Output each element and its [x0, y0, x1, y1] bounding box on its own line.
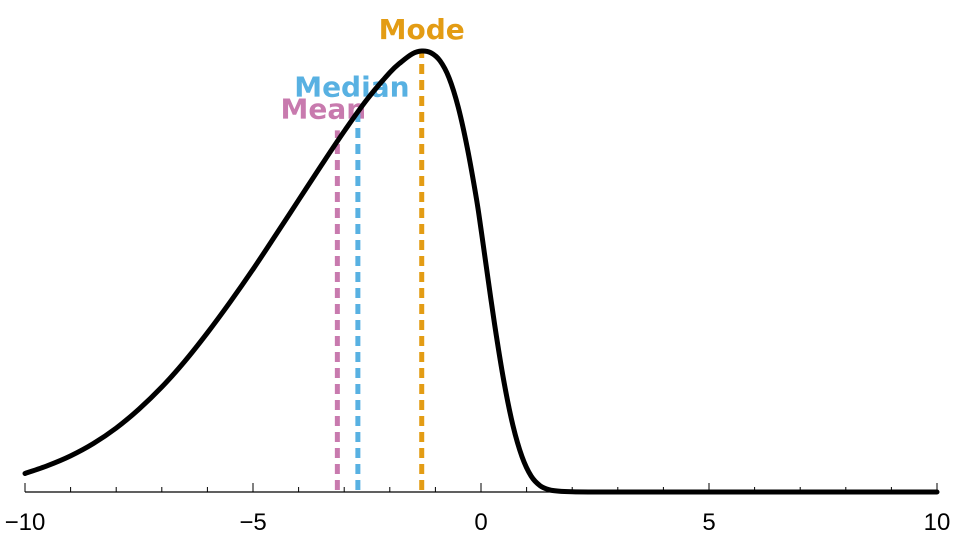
x-tick-labels: −10 −5 0 5 10: [5, 509, 951, 536]
median-label: Median: [294, 70, 409, 103]
x-tick-label: −5: [239, 509, 266, 536]
mode-label: Mode: [379, 13, 465, 46]
x-tick-label: 0: [474, 509, 487, 536]
x-tick-label: 5: [702, 509, 715, 536]
x-tick-label: −10: [5, 509, 46, 536]
x-tick-label: 10: [924, 509, 951, 536]
density-curve: [22, 48, 940, 495]
